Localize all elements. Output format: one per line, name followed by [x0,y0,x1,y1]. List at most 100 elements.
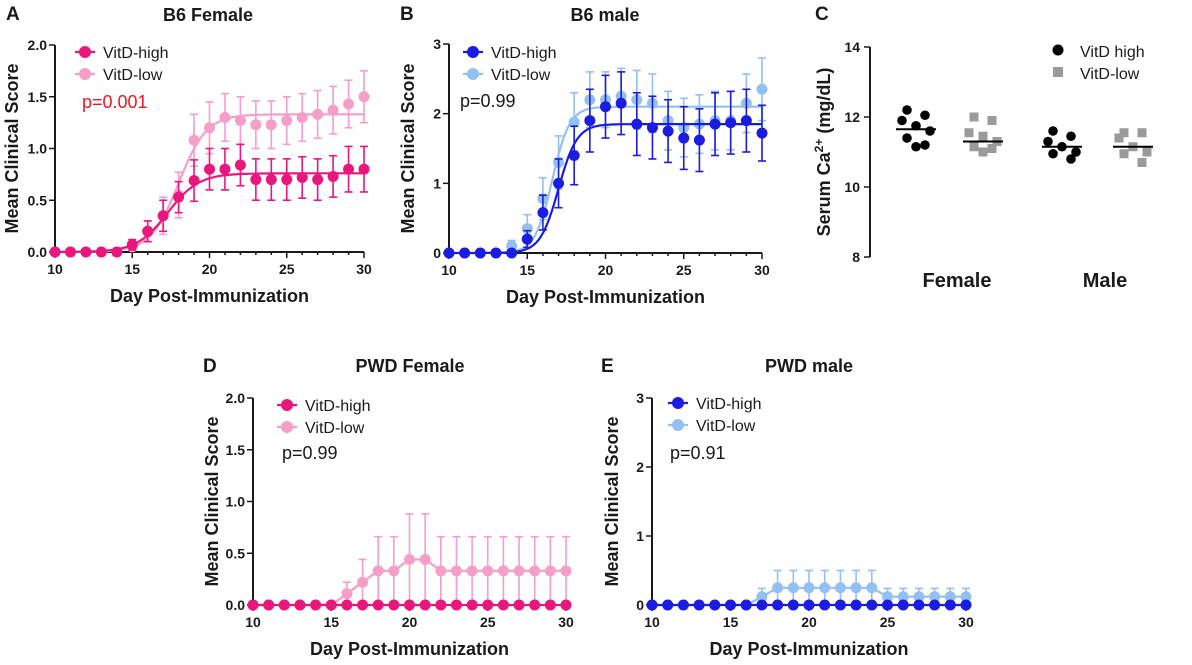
data-point [294,599,306,611]
category-label: Female [923,270,992,292]
y-axis-label: Mean Clinical Score [2,63,22,233]
y-tick-label: 14 [844,39,860,55]
data-point [709,118,721,130]
legend-label: VitD-high [103,45,169,62]
data-point [357,576,369,588]
series-vitd-high [896,105,1082,164]
data-point [902,133,912,143]
data-point [312,108,324,120]
y-tick-label: 0.5 [226,545,246,561]
panel-letter: D [203,356,217,377]
x-tick-label: 20 [202,261,218,277]
data-point [911,141,921,152]
data-point [1137,128,1147,138]
data-point [263,599,275,611]
data-point [544,565,556,577]
y-axis-label-unit: (mg/dL) [814,68,834,139]
x-tick-label: 15 [519,262,535,278]
x-tick-label: 15 [723,614,739,630]
data-point [497,599,509,611]
data-point [709,599,721,611]
data-point [866,599,878,611]
data-point [265,174,277,186]
data-point [80,246,92,258]
data-point [188,134,200,146]
data-point [693,599,705,611]
data-point [987,116,997,125]
data-point [913,599,925,611]
series-vitd-high [247,599,572,611]
y-tick-label: 0.5 [28,192,48,208]
y-axis-label: Mean Clinical Score [602,416,622,586]
series-vitd-high [49,143,370,258]
data-point [278,599,290,611]
data-point [1048,148,1058,159]
x-tick-label: 30 [958,614,974,630]
data-point [584,115,596,127]
data-point [834,582,846,594]
legend-marker [1052,44,1064,56]
legend-marker [1053,67,1063,77]
legend: VitD-high VitD-low [277,398,371,437]
x-tick-label: 20 [598,262,614,278]
data-point [219,163,231,175]
data-point [1142,147,1152,157]
data-point [834,599,846,611]
data-point [969,142,979,152]
x-tick-label: 30 [754,262,770,278]
data-point [341,599,353,611]
data-point [281,115,293,127]
panel-c: C 8 10 12 14 Serum Ca2+ (mg/dL) Female Male VitD… [812,4,1153,292]
legend-label: VitD-high [491,45,557,62]
data-point [126,239,138,251]
data-point [95,246,107,258]
y-axis-label-superscript: 2+ [812,139,826,153]
data-point [925,126,935,136]
data-point [247,599,259,611]
x-tick-label: 25 [676,262,692,278]
data-point [1043,136,1053,147]
data-point [882,599,893,611]
legend-label: VitD-low [696,418,756,435]
x-tick-label: 15 [323,614,339,630]
data-point [325,599,337,611]
data-point [944,591,956,603]
data-point [521,233,533,245]
data-point [296,171,308,183]
series-vitd-low [963,112,1153,167]
data-point [913,591,925,603]
p-value-annotation: p=0.001 [82,92,148,112]
data-point [819,582,831,594]
panel-letter: C [815,4,829,25]
panel-d: D PWD Female 10 15 20 25 30 0.0 0.5 1.0 1.5 2.0 Day … [202,356,574,659]
x-axis-label: Day Post-Immunization [709,639,908,659]
chart-title: B6 male [570,5,639,25]
data-point [419,553,431,565]
data-point [388,599,400,611]
x-axis-label: Day Post-Immunization [310,639,509,659]
data-point [173,191,185,203]
data-point [677,599,689,611]
legend-label: VitD-low [1080,66,1140,83]
data-point [450,565,462,577]
data-point [157,210,169,222]
legend-label: VitD-low [103,67,163,84]
y-axis-label: Mean Clinical Score [202,416,222,586]
data-point [482,599,494,611]
y-tick-label: 0 [433,245,441,261]
data-point [341,588,353,600]
x-tick-label: 30 [356,261,372,277]
data-point [987,144,997,153]
legend-label: VitD-low [305,420,365,437]
data-point [204,163,215,175]
data-point [435,599,447,611]
data-point [204,122,215,134]
data-point [756,83,768,95]
p-value-annotation: p=0.99 [460,91,516,111]
chart-title: PWD Female [355,356,464,376]
y-tick-label: 1.5 [226,442,246,458]
legend-marker [281,421,293,433]
legend-label: VitD-high [305,398,371,415]
data-point [960,591,972,603]
